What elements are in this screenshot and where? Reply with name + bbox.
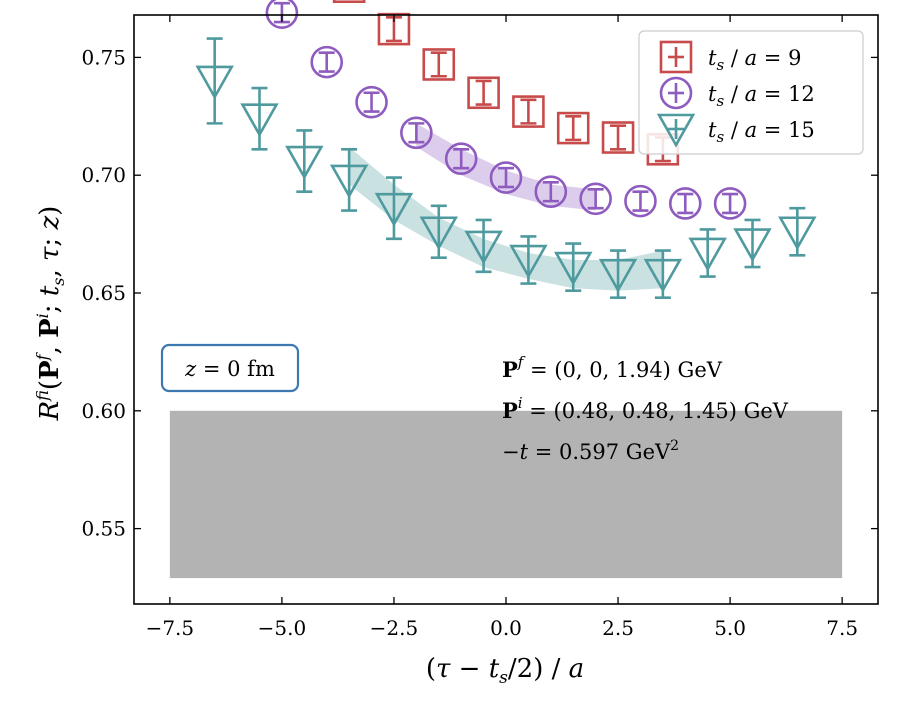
point-s2-0 — [195, 37, 234, 125]
point-s2-4 — [374, 176, 414, 241]
gray-band-layer — [169, 410, 843, 579]
pi-annotation: Pi = (0.48, 0.48, 1.45) GeV — [502, 394, 789, 423]
legend-label-ts12: ts / a = 12 — [708, 82, 815, 110]
x-tick-label-6: 7.5 — [826, 616, 858, 640]
legend-marker-ts9 — [659, 40, 693, 74]
data-points-layer — [195, 0, 817, 300]
point-s2-5 — [419, 204, 459, 259]
legend-label-ts15: ts / a = 15 — [708, 118, 815, 146]
point-s1-1 — [310, 45, 344, 79]
x-tick-label-1: −5.0 — [258, 616, 307, 640]
y-tick-label-1: 0.60 — [81, 399, 126, 423]
point-s0-6 — [601, 121, 635, 154]
legend-label-ts9: ts / a = 9 — [708, 46, 801, 74]
fit-band-1 — [349, 146, 663, 291]
point-s0-0 — [332, 0, 366, 4]
x-tick-label-5: 5.0 — [714, 616, 746, 640]
legend-marker-ts12 — [659, 76, 693, 110]
point-s0-4 — [512, 95, 545, 128]
point-s2-12 — [733, 218, 772, 269]
point-s1-7 — [579, 182, 612, 216]
y-tick-label-3: 0.70 — [81, 163, 126, 187]
point-s2-1 — [240, 86, 279, 151]
legend-marker-ts15 — [656, 113, 696, 148]
z-annotation: z = 0 fm — [160, 343, 300, 393]
y-tick-label-0: 0.55 — [81, 517, 126, 541]
gray-band — [169, 410, 843, 579]
y-tick-label-2: 0.65 — [81, 281, 126, 305]
legend: ts / a = 9 ts / a = 12 ts / a = 15 — [638, 30, 864, 155]
point-s1-5 — [489, 161, 523, 194]
x-tick-label-4: 2.5 — [602, 616, 634, 640]
point-s2-2 — [285, 129, 324, 193]
legend-symbol-2 — [656, 113, 696, 148]
point-s2-7 — [509, 235, 548, 285]
x-axis-label: (τ − ts/2) / a — [426, 654, 584, 688]
point-s1-2 — [355, 85, 388, 119]
point-s1-9 — [668, 187, 702, 220]
point-s0-2 — [422, 48, 456, 81]
point-s2-13 — [778, 206, 817, 257]
point-s1-4 — [444, 142, 478, 176]
point-s2-11 — [688, 228, 727, 278]
x-tick-label-2: −2.5 — [370, 616, 419, 640]
point-s1-3 — [400, 116, 433, 150]
svg-text:z = 0 fm: z = 0 fm — [184, 357, 275, 381]
point-s1-0 — [265, 0, 299, 29]
point-s2-8 — [553, 242, 593, 292]
point-s2-10 — [643, 249, 683, 300]
point-s2-6 — [464, 218, 503, 274]
point-s2-3 — [329, 147, 369, 212]
y-tick-label-4: 0.75 — [81, 45, 126, 69]
point-s2-9 — [598, 249, 638, 300]
x-tick-label-0: −7.5 — [146, 616, 195, 640]
ticks-layer: −7.5 −5.0 −2.5 0.0 2.5 5.0 7.5 0.55 0.60 0.65 0.70… — [81, 15, 878, 640]
x-tick-label-3: 0.0 — [490, 616, 522, 640]
point-s0-3 — [467, 76, 500, 110]
legend-symbol-1 — [659, 76, 693, 110]
pf-annotation: Pf = (0, 0, 1.94) GeV — [502, 353, 723, 382]
y-axis-label: Rfi(Pf, Pi; ts, τ; z) — [33, 206, 68, 422]
point-s1-6 — [534, 175, 568, 208]
point-s1-10 — [713, 187, 747, 220]
legend-symbol-0 — [659, 40, 693, 74]
point-s0-5 — [556, 111, 590, 145]
t-annotation: −t = 0.597 GeV2 — [502, 438, 679, 464]
point-s1-8 — [624, 184, 657, 218]
